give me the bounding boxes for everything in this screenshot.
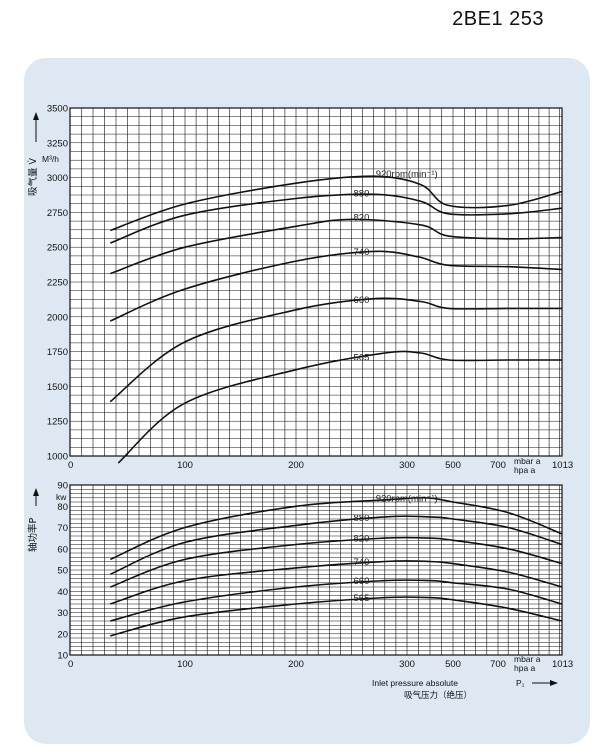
volume-series-label: 660 [354,295,370,306]
volume-xtick-label: 100 [177,460,193,471]
power-series-line [110,536,563,588]
volume-series: 920rpm(min⁻¹) 880 820 740 660 565 [109,169,563,464]
volume-xunit-bottom: hpa a [514,465,536,475]
power-xtick-label: 0 [68,659,73,670]
power-ylabel: 轴功率P [27,517,39,552]
volume-xtick-label: 500 [445,460,461,471]
volume-series-label: 565 [354,352,370,363]
power-x-symbol: P₁ [516,678,525,688]
volume-ylabel: 吸气量 V̇ [27,157,39,196]
volume-ytick-label: 1250 [47,417,68,428]
volume-xtick-label: 700 [490,460,506,471]
power-xtick-label: 1013 [552,659,573,670]
volume-series-line [109,250,563,322]
power-x-arrow-head [550,680,558,686]
power-ytick-label: 90 [57,481,68,492]
volume-ytick-label: 1000 [47,452,68,463]
power-series-label: 660 [354,576,370,587]
volume-series-line [117,350,562,464]
power-xtick-label: 300 [399,659,415,670]
volume-xtick-label: 0 [68,460,73,471]
power-xlabel-cn: 吸气压力（绝压） [404,690,472,700]
volume-xunit-top: mbar a [514,456,541,466]
power-xtick-label: 200 [288,659,304,670]
power-xtick-label: 700 [490,659,506,670]
volume-y-arrow-head [33,112,39,120]
power-y-arrow-head [33,488,39,496]
model-title: 2BE1 253 [452,8,544,30]
volume-ytick-label: 3500 [47,104,68,115]
volume-ytick-label: 3250 [47,138,68,149]
power-series-label: 820 [354,534,370,545]
volume-ytick-label: 2250 [47,278,68,289]
power-x-ticks: 0 100 200 300 500 700 1013 [68,659,573,670]
volume-ytick-label: 2750 [47,208,68,219]
power-series-line [109,515,563,576]
volume-y-ticks: 1000 1250 1500 1750 2000 2250 2500 2750 3000 3250… [47,104,68,463]
power-xtick-label: 100 [177,659,193,670]
volume-ytick-label: 2000 [47,312,68,323]
volume-ytick-label: 3000 [47,173,68,184]
volume-series-line [110,218,563,275]
volume-yunit: M³/h [42,154,59,164]
volume-ytick-label: 2500 [47,243,68,254]
power-series-line [110,596,563,637]
power-series-label: 740 [354,557,370,568]
volume-series-label: 920rpm(min⁻¹) [376,169,438,180]
power-series-label: 565 [354,593,370,604]
power-ytick-label: 20 [57,629,68,640]
volume-xtick-label: 1013 [552,460,573,471]
power-xunit-top: mbar a [514,654,541,664]
power-chart: 920rpm(min⁻¹) 880 820 740 660 565 10 20 30 40 50 6… [27,481,573,701]
power-series-line [109,496,563,561]
power-ytick-label: 60 [57,544,68,555]
volume-x-ticks: 0 100 200 300 500 700 1013 [68,460,573,471]
volume-series-label: 880 [354,189,370,200]
volume-grid [70,108,562,456]
power-y-axis-label: 轴功率P kw [27,488,67,552]
power-grid [70,485,562,655]
power-xtick-label: 500 [445,659,461,670]
volume-xtick-label: 200 [288,460,304,471]
volume-series-label: 740 [354,247,370,258]
volume-series-line [109,297,562,403]
power-series-line [110,560,563,605]
power-ytick-label: 80 [57,502,68,513]
power-ytick-label: 40 [57,587,68,598]
power-y-ticks: 10 20 30 40 50 60 70 80 90 [57,481,68,662]
volume-series-label: 820 [354,212,370,223]
power-series-line [110,579,563,622]
power-series-label: 880 [354,513,370,524]
power-series: 920rpm(min⁻¹) 880 820 740 660 565 [109,494,563,637]
power-xunit-bottom: hpa a [514,663,536,673]
volume-series-line [110,175,563,232]
volume-ytick-label: 1500 [47,382,68,393]
power-xlabel-en: Inlet pressure absolute [372,678,458,688]
power-yunit: kw [56,492,67,502]
power-ytick-label: 50 [57,566,68,577]
volume-ytick-label: 1750 [47,347,68,358]
volume-y-axis-label: 吸气量 V̇ M³/h [27,112,59,196]
power-ytick-label: 30 [57,608,68,619]
power-series-label: 920rpm(min⁻¹) [376,494,438,505]
volume-series-line [110,193,563,244]
volume-xtick-label: 300 [399,460,415,471]
power-ytick-label: 70 [57,523,68,534]
power-ytick-label: 10 [57,651,68,662]
